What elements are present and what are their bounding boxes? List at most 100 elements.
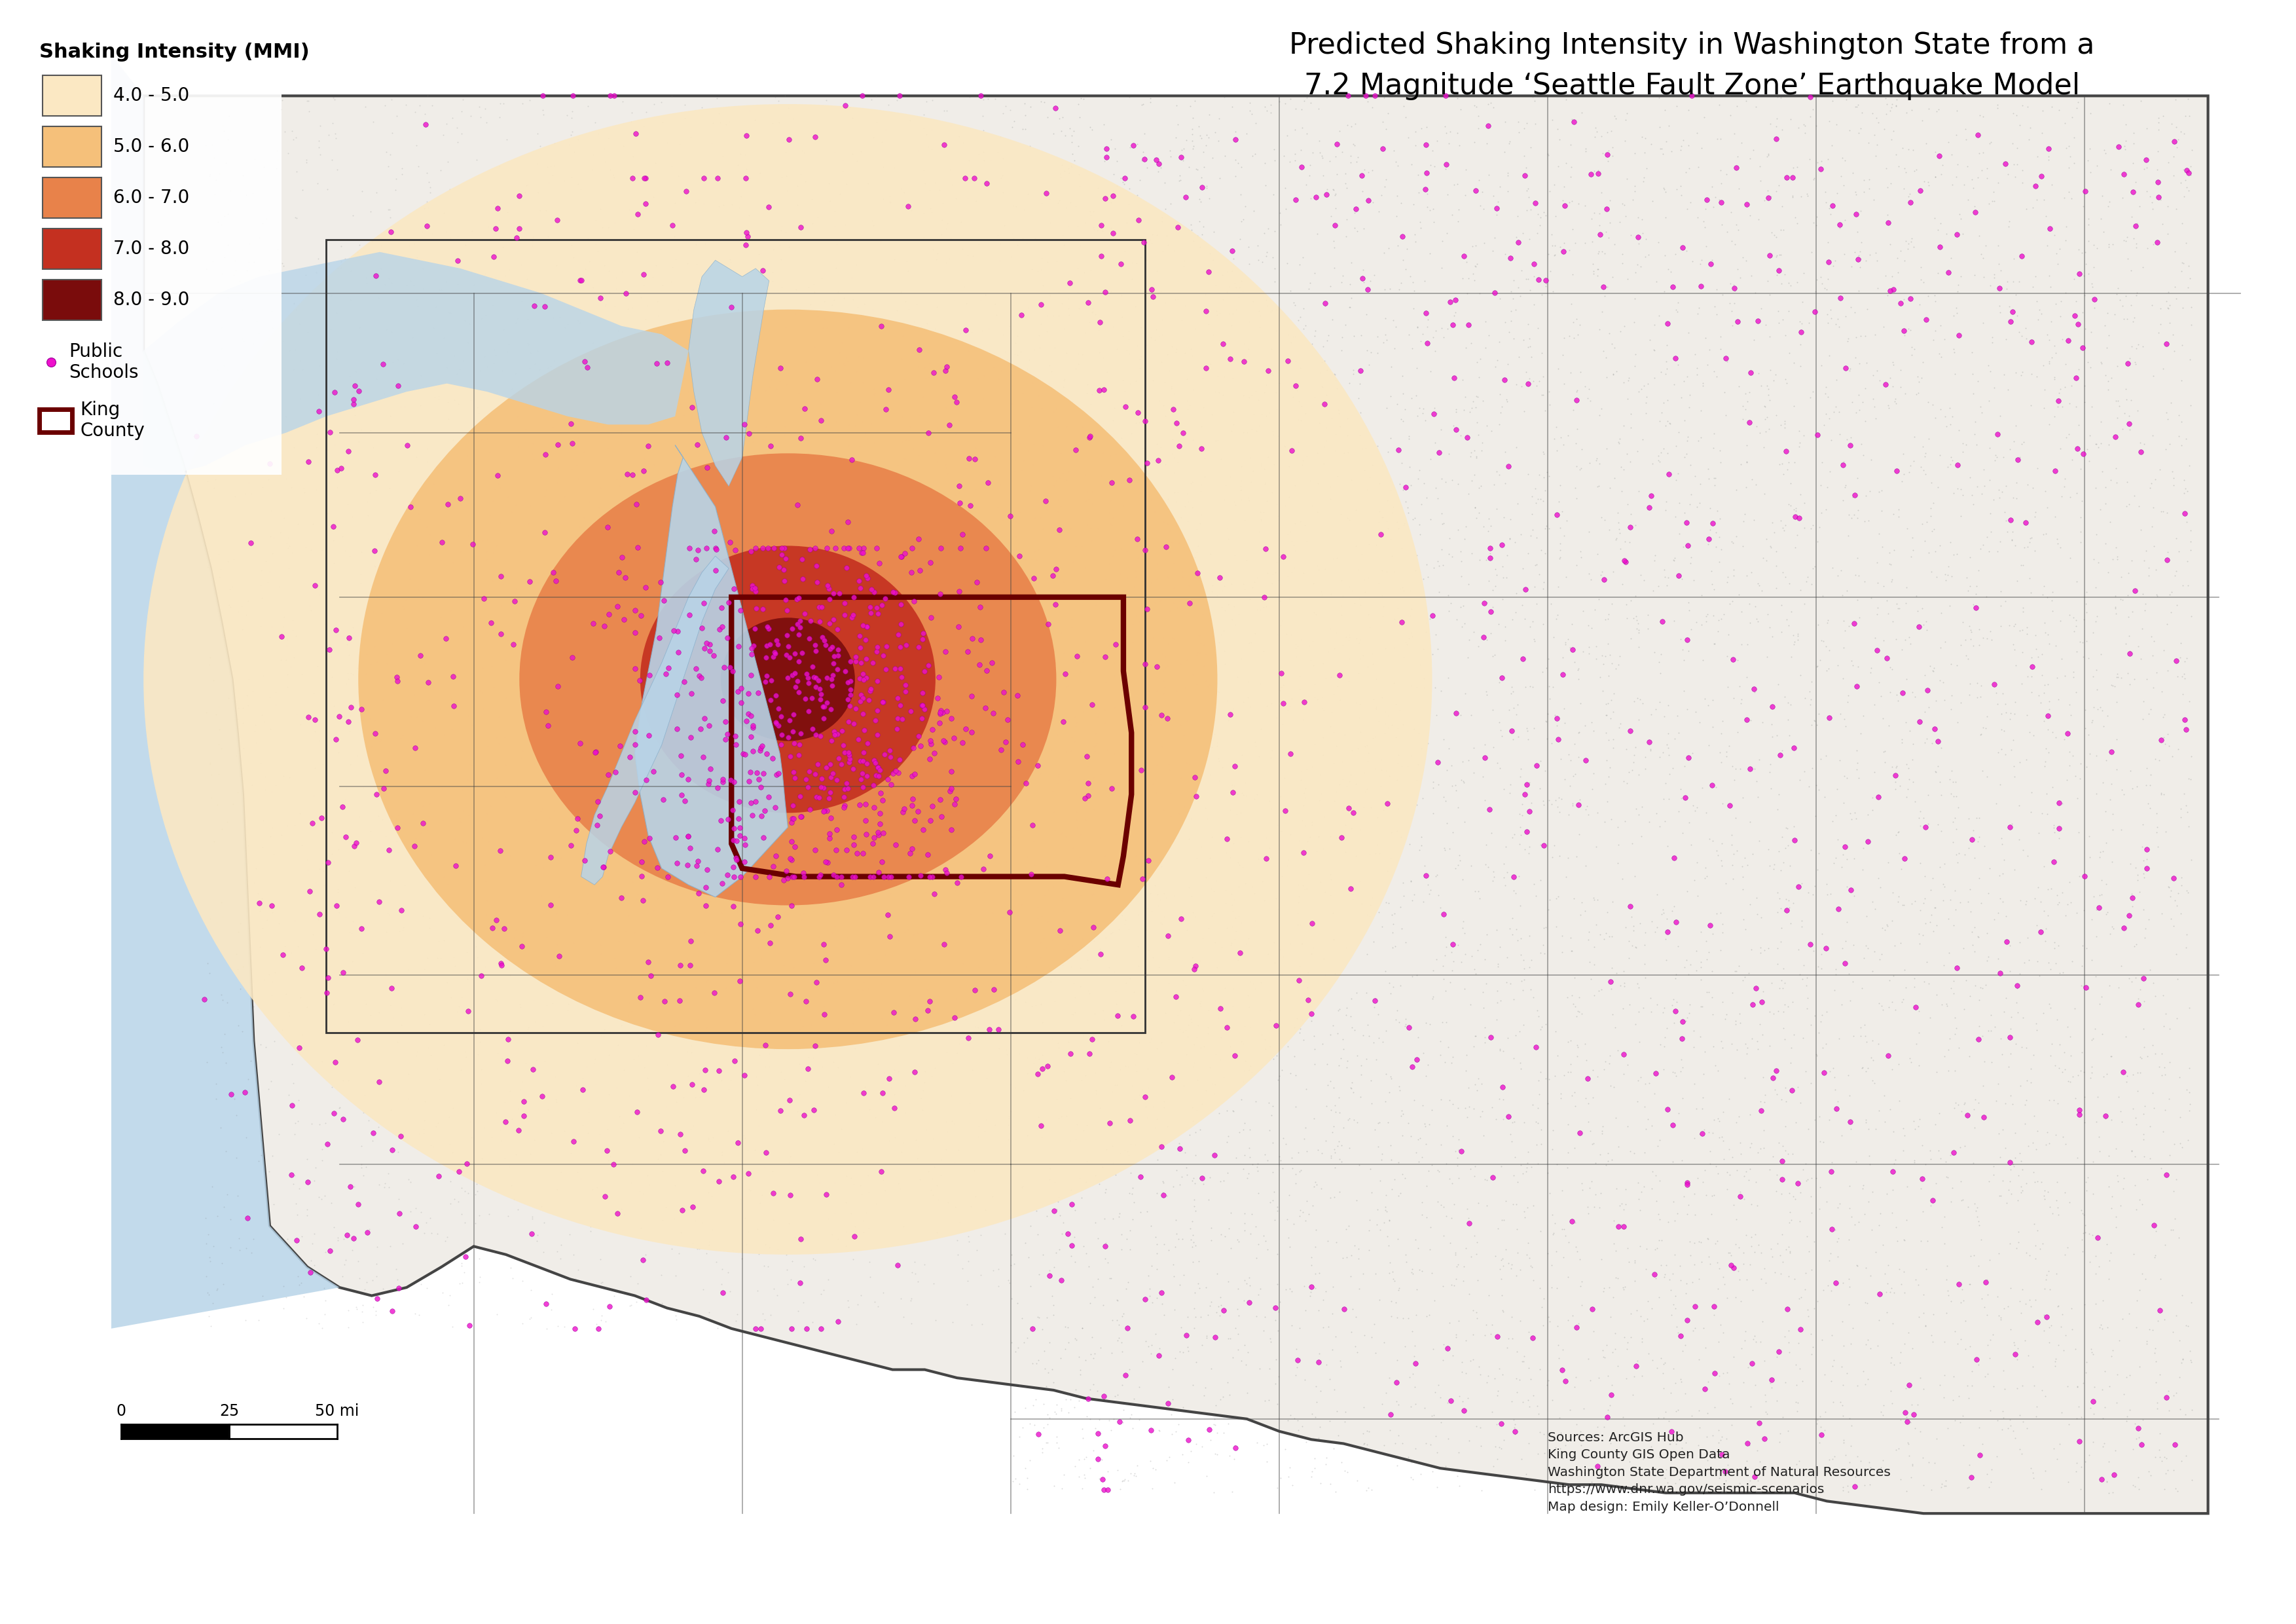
Point (1942, 1098, 1979, 1124)
Point (2170, 453, 2206, 479)
Point (2165, 680, 2202, 706)
Point (1194, 1356, 1231, 1382)
Point (872, 637, 909, 663)
Point (1456, 494, 1492, 520)
Point (1662, 1046, 1699, 1072)
Point (1033, 226, 1070, 252)
Point (1515, 291, 1552, 317)
Point (1717, 477, 1754, 503)
Point (1550, 1111, 1587, 1137)
Point (1660, 703, 1697, 729)
Point (324, 1067, 360, 1093)
Point (2034, 172, 2071, 198)
Point (732, 635, 769, 661)
Point (1733, 1351, 1770, 1377)
Point (1717, 231, 1754, 257)
Point (2174, 138, 2211, 164)
Point (243, 612, 280, 638)
Point (723, 398, 760, 424)
Point (739, 1072, 776, 1098)
Point (1479, 1445, 1515, 1471)
Point (2023, 641, 2060, 667)
Point (1492, 1121, 1529, 1147)
Point (202, 313, 239, 339)
Point (1694, 687, 1731, 713)
Point (1495, 864, 1531, 890)
Point (1835, 653, 1871, 679)
Point (1720, 1475, 1756, 1501)
Point (2039, 388, 2076, 414)
Point (1286, 513, 1322, 539)
Point (753, 989, 790, 1015)
Point (1791, 310, 1828, 336)
Point (1798, 802, 1835, 828)
Point (1896, 1116, 1933, 1142)
Point (1575, 760, 1612, 786)
Point (1293, 89, 1329, 115)
Point (526, 391, 563, 417)
Point (1508, 177, 1545, 203)
Point (815, 760, 852, 786)
Point (1228, 1351, 1265, 1377)
Point (928, 702, 964, 728)
Point (1717, 1231, 1754, 1257)
Point (1906, 890, 1942, 916)
Point (934, 1108, 971, 1134)
Point (2009, 1067, 2046, 1093)
Point (2128, 1043, 2165, 1069)
Point (1100, 1457, 1137, 1483)
Point (1132, 1026, 1169, 1052)
Point (1665, 648, 1701, 674)
Point (2076, 546, 2112, 572)
Point (2000, 318, 2037, 344)
Point (1104, 1468, 1141, 1494)
Point (861, 693, 898, 719)
Point (1968, 585, 2004, 611)
Point (1841, 278, 1878, 304)
Point (1851, 1189, 1887, 1215)
Point (1818, 802, 1855, 828)
Point (1001, 499, 1038, 525)
Point (905, 492, 941, 518)
Point (2082, 1312, 2119, 1338)
Point (1570, 1091, 1607, 1117)
Point (746, 1021, 783, 1047)
Point (1210, 1160, 1247, 1186)
Point (1802, 500, 1839, 526)
Point (1699, 901, 1736, 927)
Point (1123, 1005, 1159, 1031)
Point (560, 434, 597, 460)
Point (1823, 935, 1860, 961)
Point (1534, 844, 1570, 870)
Point (613, 461, 650, 487)
Point (1775, 827, 1812, 853)
Point (726, 300, 762, 326)
Point (1107, 166, 1143, 192)
Point (1885, 135, 1922, 161)
Point (861, 757, 898, 783)
Point (563, 362, 599, 388)
Point (514, 1205, 551, 1231)
Point (1440, 1095, 1476, 1121)
Point (1072, 1377, 1109, 1403)
Point (1244, 638, 1281, 664)
Point (1534, 1221, 1570, 1247)
Point (363, 232, 400, 258)
Point (1874, 552, 1910, 578)
Point (1419, 486, 1456, 512)
Point (1761, 1129, 1798, 1155)
Point (1690, 1369, 1727, 1395)
Point (2154, 110, 2190, 136)
Point (227, 529, 264, 555)
Point (282, 984, 319, 1010)
Point (1862, 1281, 1899, 1307)
Point (197, 466, 234, 492)
Point (604, 1280, 641, 1306)
Point (324, 794, 360, 820)
Point (1040, 721, 1077, 747)
Point (728, 1137, 765, 1163)
Point (585, 614, 622, 640)
Point (1603, 536, 1639, 562)
Point (1768, 815, 1805, 841)
Point (1304, 836, 1341, 862)
